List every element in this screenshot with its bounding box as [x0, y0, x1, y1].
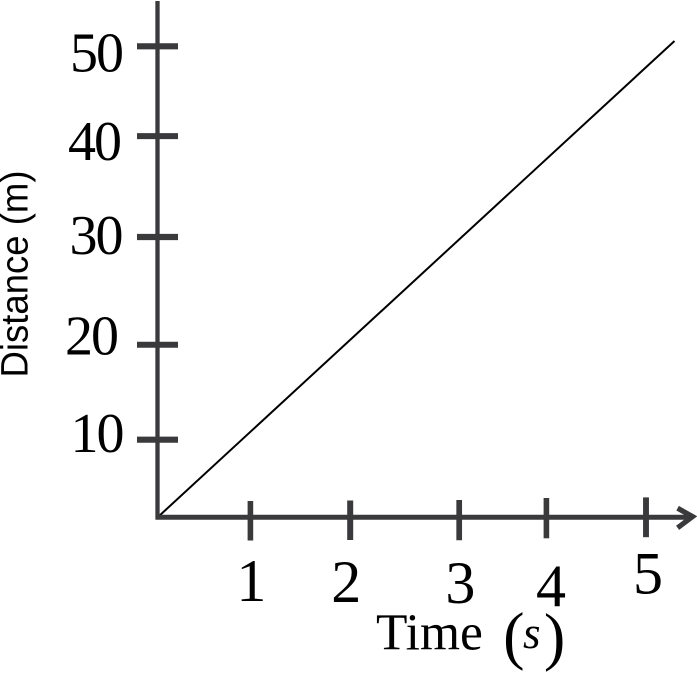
svg-text:30: 30 — [70, 205, 122, 267]
svg-text:Distance (m): Distance (m) — [0, 171, 37, 378]
svg-text:10: 10 — [71, 403, 123, 465]
svg-text:20: 20 — [65, 306, 117, 368]
svg-text:Time: Time — [376, 605, 483, 662]
svg-text:50: 50 — [70, 23, 122, 85]
svg-text:2: 2 — [331, 549, 361, 615]
svg-text:5: 5 — [633, 541, 663, 607]
svg-text:40: 40 — [68, 111, 120, 173]
svg-text:4: 4 — [536, 553, 566, 619]
svg-text:3: 3 — [445, 550, 475, 616]
svg-text:(: ( — [503, 600, 524, 671]
svg-text:): ) — [544, 601, 565, 672]
svg-text:s: s — [523, 608, 541, 658]
svg-text:1: 1 — [236, 548, 266, 614]
